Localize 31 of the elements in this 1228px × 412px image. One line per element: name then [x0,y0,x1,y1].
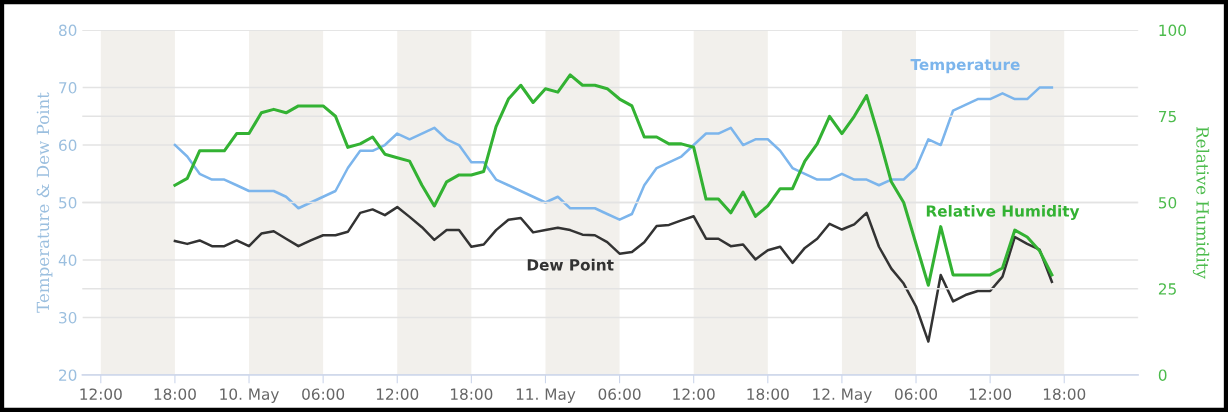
x-tick-label: 18:00 [747,388,789,400]
x-tick-label: 10. May [220,388,279,403]
y-tick-label: 40 [58,254,77,266]
y2-tick-label: 50 [1158,196,1177,209]
y-tick-label: 50 [59,196,77,209]
series-label: Relative Humidity [926,205,1080,220]
y-tick-label: 30 [59,311,77,324]
x-tick-label: 12. May [813,388,872,403]
series-label: Temperature [910,58,1020,74]
y2-axis-title: Relative Humidity [1192,127,1210,279]
series-label: Dew Point [527,258,614,271]
x-tick-label: 12:00 [673,388,715,400]
x-tick-label: 18:00 [154,388,196,400]
x-tick-label: 12:00 [969,388,1012,400]
y2-tick-label: 100 [1159,24,1186,37]
x-tick-label: 06:00 [895,388,938,400]
x-tick-label: 06:00 [302,388,345,400]
x-tick-label: 18:00 [451,388,493,400]
y2-tick-label: 0 [1158,369,1167,381]
y-tick-label: 80 [59,24,77,37]
x-tick-label: 06:00 [598,388,641,400]
x-tick-label: 11. May [516,388,576,403]
y-tick-label: 60 [59,139,77,152]
x-tick-label: 12:00 [80,388,122,400]
y2-tick-label: 75 [1159,110,1176,123]
x-tick-label: 12:00 [376,388,419,400]
y-axis-title: Temperature & Dew Point [36,92,53,313]
y-tick-label: 20 [59,369,77,381]
y2-tick-label: 25 [1158,283,1176,295]
x-tick-label: 18:00 [1043,388,1086,400]
y-tick-label: 70 [59,82,77,94]
